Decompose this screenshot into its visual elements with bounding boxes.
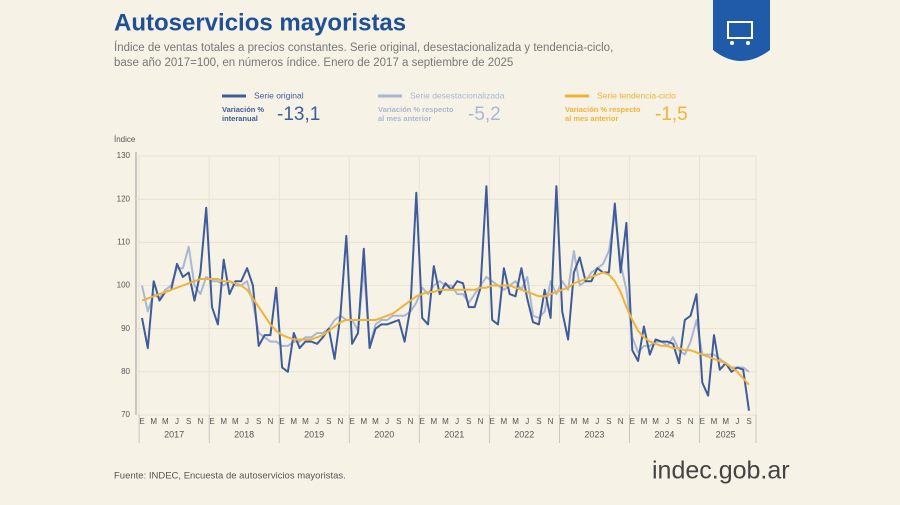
- x-tick-label: M: [162, 417, 169, 426]
- x-tick-label: S: [396, 417, 401, 426]
- x-tick-label: M: [430, 417, 437, 426]
- legend-stat-label: Variación %: [222, 105, 264, 114]
- x-tick-label: M: [571, 417, 578, 426]
- y-tick-label: 80: [121, 367, 130, 376]
- legend-stat: -13,1: [277, 104, 320, 125]
- x-tick-label: M: [501, 417, 508, 426]
- x-tick-label: M: [722, 417, 729, 426]
- x-tick-label: M: [582, 417, 589, 426]
- x-tick-label: J: [735, 417, 739, 426]
- y-tick-label: 120: [117, 194, 131, 203]
- x-tick-label: J: [385, 417, 389, 426]
- year-label: 2020: [374, 429, 394, 439]
- x-tick-label: S: [746, 417, 751, 426]
- x-tick-label: E: [139, 417, 144, 426]
- x-tick-label: S: [326, 417, 331, 426]
- x-tick-label: E: [419, 417, 424, 426]
- x-tick-label: M: [442, 417, 449, 426]
- y-axis-label: Índice: [114, 135, 136, 144]
- x-tick-label: J: [315, 417, 319, 426]
- x-tick-label: N: [338, 417, 344, 426]
- x-tick-label: N: [548, 417, 554, 426]
- legend-stat-label: interanual: [222, 114, 258, 123]
- series-line: [141, 185, 750, 411]
- year-label: 2025: [716, 429, 736, 439]
- legend-stat-label: Variación % respecto: [565, 105, 641, 114]
- year-label: 2021: [444, 429, 464, 439]
- subtitle: base año 2017=100, en números índice. En…: [114, 57, 513, 69]
- x-tick-label: J: [245, 417, 249, 426]
- x-tick-label: S: [606, 417, 611, 426]
- x-tick-label: S: [536, 417, 541, 426]
- legend-label: Serie original: [254, 90, 304, 100]
- x-tick-label: M: [512, 417, 519, 426]
- y-tick-label: 70: [121, 410, 130, 419]
- legend-label: Serie desestacionalizada: [410, 90, 505, 100]
- icon: [713, 0, 770, 61]
- x-tick-label: M: [232, 417, 239, 426]
- legend-stat-label: al mes anterior: [565, 114, 618, 123]
- x-tick-label: M: [711, 417, 718, 426]
- x-tick-label: E: [560, 417, 565, 426]
- x-tick-label: M: [290, 417, 297, 426]
- x-tick-label: N: [408, 417, 414, 426]
- y-tick-label: 110: [117, 237, 130, 246]
- subtitle: Índice de ventas totales a precios const…: [114, 41, 613, 54]
- x-tick-label: M: [652, 417, 659, 426]
- x-tick-label: N: [478, 417, 484, 426]
- x-tick-label: J: [665, 417, 669, 426]
- x-tick-label: N: [618, 417, 624, 426]
- year-label: 2023: [584, 429, 604, 439]
- x-tick-label: E: [349, 417, 354, 426]
- x-tick-label: S: [186, 417, 191, 426]
- legend-stat-label: Variación % respecto: [378, 105, 454, 114]
- x-tick-label: S: [466, 417, 471, 426]
- x-tick-label: J: [175, 417, 179, 426]
- logo: indec.gob.ar: [652, 457, 790, 485]
- y-tick-label: 130: [117, 151, 131, 160]
- y-tick-label: 90: [121, 324, 130, 333]
- x-tick-label: N: [197, 417, 203, 426]
- legend-stat: -5,2: [468, 104, 501, 125]
- year-label: 2019: [304, 429, 324, 439]
- x-tick-label: E: [209, 417, 214, 426]
- x-tick-label: J: [525, 417, 529, 426]
- x-tick-label: E: [279, 417, 284, 426]
- y-tick-label: 100: [117, 281, 131, 290]
- x-tick-label: M: [302, 417, 309, 426]
- x-tick-label: E: [490, 417, 495, 426]
- x-tick-label: J: [455, 417, 459, 426]
- x-tick-label: E: [700, 417, 705, 426]
- chart-title: Autoservicios mayoristas: [114, 9, 406, 36]
- x-tick-label: M: [641, 417, 648, 426]
- x-tick-label: M: [150, 417, 157, 426]
- x-tick-label: S: [676, 417, 681, 426]
- x-tick-label: J: [595, 417, 599, 426]
- legend-label: Serie tendencia-ciclo: [597, 90, 676, 100]
- year-label: 2024: [654, 429, 674, 439]
- x-tick-label: M: [360, 417, 367, 426]
- source: Fuente: INDEC, Encuesta de autoservicios…: [114, 471, 346, 482]
- legend-stat-label: al mes anterior: [378, 114, 431, 123]
- year-label: 2017: [164, 429, 184, 439]
- series-line: [141, 271, 750, 386]
- year-label: 2022: [514, 429, 534, 439]
- legend-stat: -1,5: [655, 104, 688, 125]
- year-label: 2018: [234, 429, 254, 439]
- x-tick-label: M: [220, 417, 227, 426]
- x-tick-label: N: [688, 417, 694, 426]
- x-tick-label: S: [256, 417, 261, 426]
- x-tick-label: E: [630, 417, 635, 426]
- x-tick-label: M: [372, 417, 379, 426]
- x-tick-label: N: [268, 417, 274, 426]
